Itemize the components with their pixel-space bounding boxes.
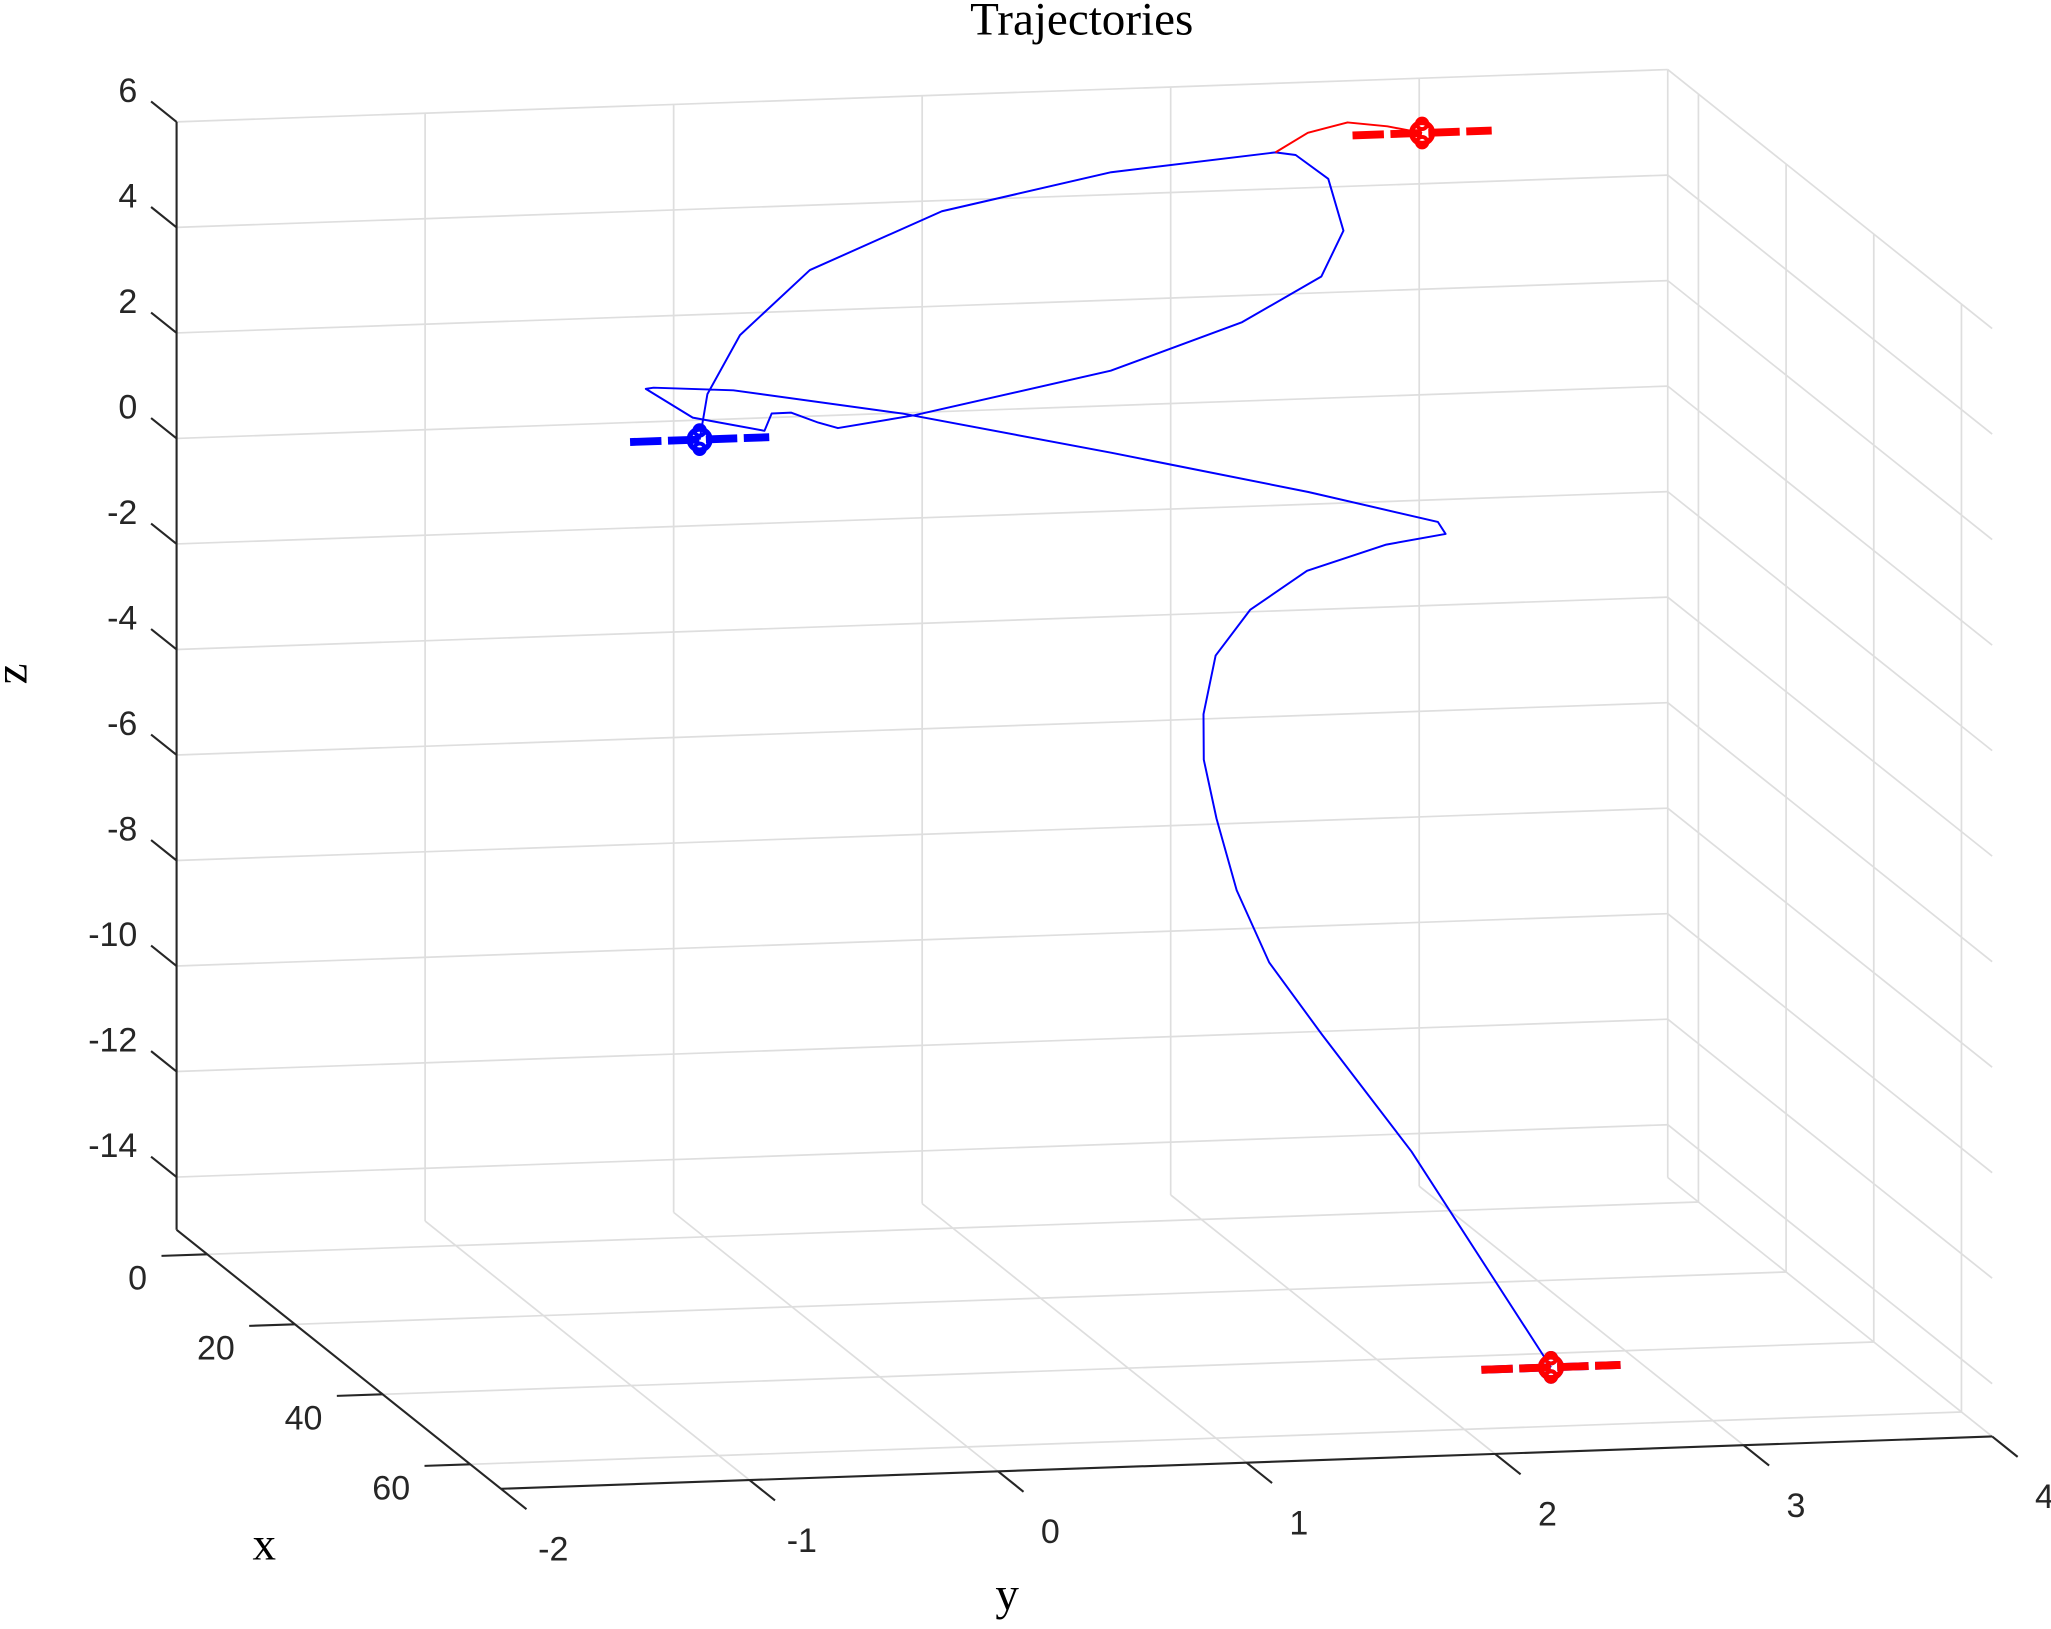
y-tick — [1245, 1461, 1273, 1484]
drone-arm — [1352, 126, 1492, 140]
drone-rotor — [1543, 1350, 1559, 1366]
x-tick-label: 60 — [372, 1469, 410, 1507]
z-tick — [150, 206, 178, 229]
grid-line — [382, 1341, 1874, 1396]
grid-line — [1170, 1194, 1496, 1455]
grid-line — [1667, 1018, 1993, 1279]
drone-body — [686, 426, 713, 453]
x-tick-label: 0 — [128, 1259, 147, 1297]
grid-line — [673, 1211, 999, 1473]
drone-arm — [629, 433, 770, 446]
z-tick-label: -10 — [88, 916, 137, 954]
y-tick-label: 4 — [2035, 1478, 2051, 1516]
z-tick-label: -6 — [107, 705, 137, 743]
grid-line — [1667, 807, 1993, 1068]
drone-arm — [1481, 1360, 1621, 1374]
grid-line — [1667, 68, 1993, 330]
x-tick — [161, 1253, 208, 1257]
z-tick-label: -8 — [107, 811, 137, 849]
z-tick — [150, 839, 178, 862]
grid-line — [1667, 174, 1993, 435]
drone-marker — [1481, 1350, 1621, 1384]
chart-title: Trajectories — [970, 0, 1193, 46]
y-tick-label: 0 — [1041, 1513, 1060, 1551]
y-tick — [1991, 1435, 2019, 1458]
y-tick-label: 1 — [1289, 1504, 1308, 1542]
trajectory-line — [644, 151, 1552, 1368]
y-tick — [748, 1479, 776, 1502]
z-tick-label: -14 — [88, 1127, 137, 1165]
y-axis — [500, 1435, 1993, 1490]
grid-line — [1667, 596, 1993, 857]
drone-rotor — [1414, 116, 1430, 132]
grid-line — [424, 1220, 751, 1481]
drone-body — [1537, 1354, 1565, 1381]
y-tick-label: -1 — [787, 1522, 817, 1560]
z-axis-title: z — [0, 663, 37, 684]
z-tick-label: -2 — [107, 494, 137, 532]
y-tick-label: 3 — [1786, 1487, 1805, 1525]
grid-line — [921, 1202, 1248, 1464]
y-tick — [997, 1470, 1025, 1493]
drone-marker — [1352, 116, 1492, 150]
drone-rotor — [1414, 134, 1430, 150]
z-tick — [150, 311, 178, 334]
grid-line — [294, 1271, 1787, 1326]
z-tick — [150, 100, 178, 123]
y-tick-label: 2 — [1538, 1496, 1557, 1534]
x-tick — [336, 1393, 383, 1397]
drone-rotor — [1543, 1369, 1559, 1384]
grid-line — [1667, 279, 1993, 541]
trajectory-line — [1274, 121, 1423, 154]
z-tick — [150, 522, 178, 545]
z-tick — [150, 1050, 178, 1073]
grid-line — [1667, 701, 1993, 963]
z-tick-label: -4 — [107, 600, 137, 638]
x-tick-label: 40 — [285, 1399, 323, 1437]
drone-rotor — [692, 423, 707, 438]
z-tick — [150, 733, 178, 756]
drone-rotor — [692, 441, 707, 456]
grid-line — [1667, 490, 1993, 752]
drone-marker — [629, 423, 770, 456]
grid-line — [1667, 1124, 1993, 1385]
z-tick-label: 6 — [118, 72, 137, 110]
y-tick — [500, 1487, 528, 1511]
grid-line — [1667, 913, 1993, 1174]
x-axis — [175, 1228, 502, 1490]
grid-line — [470, 1411, 1962, 1466]
x-tick — [424, 1463, 471, 1467]
y-axis-title: y — [995, 1568, 1019, 1620]
z-tick — [150, 628, 178, 651]
grid-line — [1418, 1185, 1745, 1446]
z-tick-label: -12 — [88, 1022, 137, 1060]
z-tick-label: 4 — [118, 178, 137, 216]
x-tick-label: 20 — [197, 1329, 235, 1367]
z-tick-label: 2 — [118, 283, 137, 321]
z-tick-label: 0 — [118, 389, 137, 427]
grid-line — [1667, 1176, 1993, 1438]
grid-line — [1667, 385, 1993, 646]
z-tick — [150, 1155, 178, 1178]
x-tick — [249, 1323, 295, 1327]
z-tick — [150, 944, 178, 967]
x-axis-title: x — [252, 1519, 276, 1571]
y-tick-label: -2 — [538, 1531, 568, 1569]
z-tick — [150, 417, 178, 440]
y-tick — [1494, 1453, 1522, 1476]
drone-body — [1409, 119, 1436, 147]
y-tick — [1742, 1444, 1770, 1467]
grid-line — [207, 1201, 1699, 1256]
